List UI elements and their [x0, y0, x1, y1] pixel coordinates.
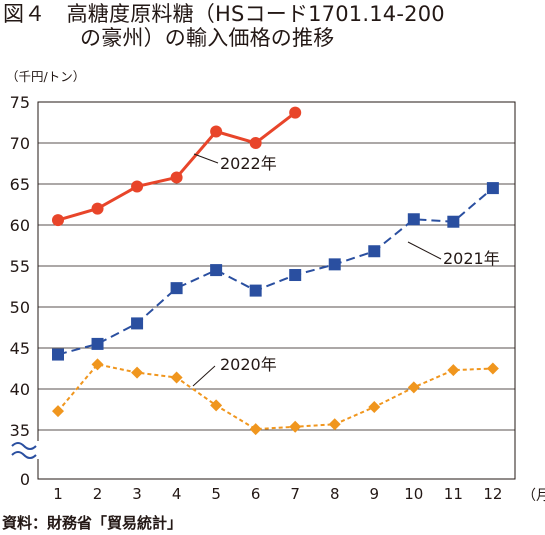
x-tick-label-12: 12	[483, 485, 502, 503]
chart-title-line2: の豪州）の輸入価格の推移	[80, 26, 335, 50]
data-point-2020年-10	[407, 381, 420, 394]
x-tick-label-4: 4	[172, 485, 182, 503]
x-tick-label-6: 6	[251, 485, 261, 503]
series-callout-line-2022年	[193, 153, 219, 164]
data-point-2021年-8	[328, 258, 341, 271]
data-point-2020年-5	[210, 399, 223, 412]
data-point-2022年-4	[170, 171, 183, 184]
series-line-2021年	[57, 187, 494, 356]
data-point-2021年-3	[131, 317, 144, 330]
chart-title: 図４ 高糖度原料糖（HSコード1701.14-200 の豪州）の輸入価格の推移	[3, 2, 543, 50]
data-point-2021年-6	[249, 284, 262, 297]
x-tick-label-9: 9	[369, 485, 379, 503]
series-label-2020年: 2020年	[220, 355, 277, 374]
data-point-2021年-2	[91, 337, 104, 350]
y-tick-label-75: 75	[10, 93, 30, 112]
x-tick-label-5: 5	[211, 485, 221, 503]
series-label-2021年: 2021年	[443, 249, 500, 268]
data-point-2020年-6	[249, 423, 262, 436]
x-tick-label-8: 8	[330, 485, 340, 503]
y-tick-label-35: 35	[10, 421, 30, 440]
axis-break-gap	[28, 441, 48, 459]
data-point-2021年-9	[368, 245, 381, 258]
y-tick-label-45: 45	[10, 339, 30, 358]
data-point-2020年-7	[289, 420, 302, 433]
series-callout-line-2021年	[407, 241, 442, 260]
data-point-2020年-8	[328, 418, 341, 431]
data-point-2021年-12	[486, 182, 499, 195]
y-axis-unit-label: （千円/トン）	[6, 69, 86, 84]
y-tick-label-50: 50	[10, 298, 30, 317]
y-tick-label-70: 70	[10, 134, 30, 153]
series-label-2022年: 2022年	[220, 154, 277, 173]
data-point-2021年-10	[407, 213, 420, 226]
data-point-2022年-2	[91, 202, 104, 215]
y-tick-label-60: 60	[10, 216, 30, 235]
chart-title-line1: 図４ 高糖度原料糖（HSコード1701.14-200	[3, 2, 445, 26]
data-point-2022年-3	[131, 180, 144, 193]
y-tick-label-0: 0	[20, 470, 30, 489]
data-point-2021年-5	[210, 264, 223, 277]
x-tick-label-2: 2	[93, 485, 103, 503]
data-point-2022年-1	[52, 214, 64, 227]
axis-break-wave-upper	[11, 442, 37, 450]
data-point-2021年-4	[170, 282, 183, 295]
data-point-2022年-5	[210, 125, 223, 138]
data-point-2020年-3	[131, 366, 144, 379]
data-point-2021年-1	[52, 348, 64, 361]
data-point-2020年-1	[52, 405, 64, 418]
source-note: 資料：財務省「貿易統計」	[2, 514, 183, 532]
axis-break-wave-lower	[11, 451, 37, 459]
data-point-2020年-2	[91, 358, 104, 371]
series-callout-line-2020年	[192, 365, 216, 387]
plot-frame	[37, 101, 516, 480]
data-point-2022年-7	[289, 106, 302, 119]
y-tick-label-65: 65	[10, 175, 30, 194]
data-point-2020年-12	[486, 362, 499, 375]
data-point-2020年-4	[170, 371, 183, 384]
x-tick-label-1: 1	[53, 485, 63, 503]
data-point-2020年-11	[447, 364, 460, 377]
y-tick-label-55: 55	[10, 257, 30, 276]
data-point-2020年-9	[368, 401, 381, 414]
data-point-2021年-7	[289, 269, 302, 282]
x-tick-label-11: 11	[444, 485, 463, 503]
series-line-2020年	[57, 363, 493, 431]
x-tick-label-3: 3	[132, 485, 142, 503]
data-point-2021年-11	[447, 215, 460, 228]
x-axis-unit-label: （月）	[522, 488, 545, 504]
x-tick-label-7: 7	[290, 485, 300, 503]
data-point-2022年-6	[249, 137, 262, 149]
y-tick-label-40: 40	[10, 380, 30, 399]
x-tick-label-10: 10	[404, 485, 423, 503]
